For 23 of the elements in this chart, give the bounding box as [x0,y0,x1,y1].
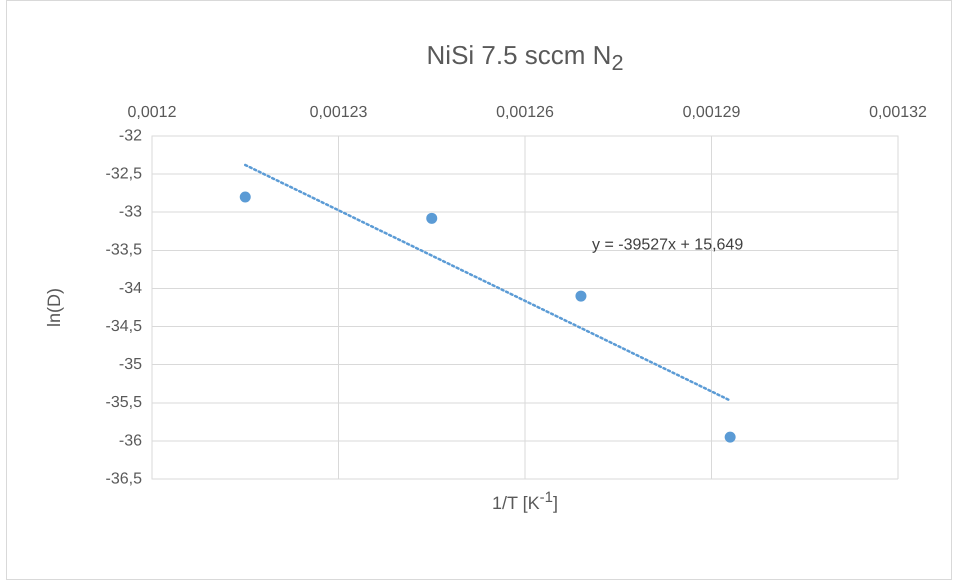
y-tick-label: -33 [118,204,142,221]
chart-title: NiSi 7.5 sccm N$_{2}$ [426,40,624,76]
y-tick-label: -32,5 [106,166,142,183]
y-tick-label: -35 [118,356,142,374]
y-tick-label: -35,5 [106,394,142,412]
y-tick-label: -36,5 [106,470,142,488]
point [426,212,438,224]
x-tick-label: 0,00126 [496,104,554,121]
point [724,432,736,443]
x-tick-label: 0,00129 [682,104,741,121]
annotation: y = -39527x + 15,649 [592,236,744,254]
x-tick-label: 0,00132 [869,104,928,121]
x-tick-label: 0,0012 [128,104,177,121]
point [240,191,251,202]
y-axis-title: ln(D) [44,288,64,327]
y-tick-label: -34,5 [106,318,142,335]
x-axis-title: 1/T [K$^{-1}$] [490,489,560,514]
y-tick-label: -36 [118,432,142,450]
y-tick-label: -33,5 [106,242,142,259]
x-tick-label: 0,00123 [310,104,368,121]
y-tick-label: -32 [118,127,142,144]
point [575,290,586,302]
y-tick-label: -34 [118,280,142,297]
